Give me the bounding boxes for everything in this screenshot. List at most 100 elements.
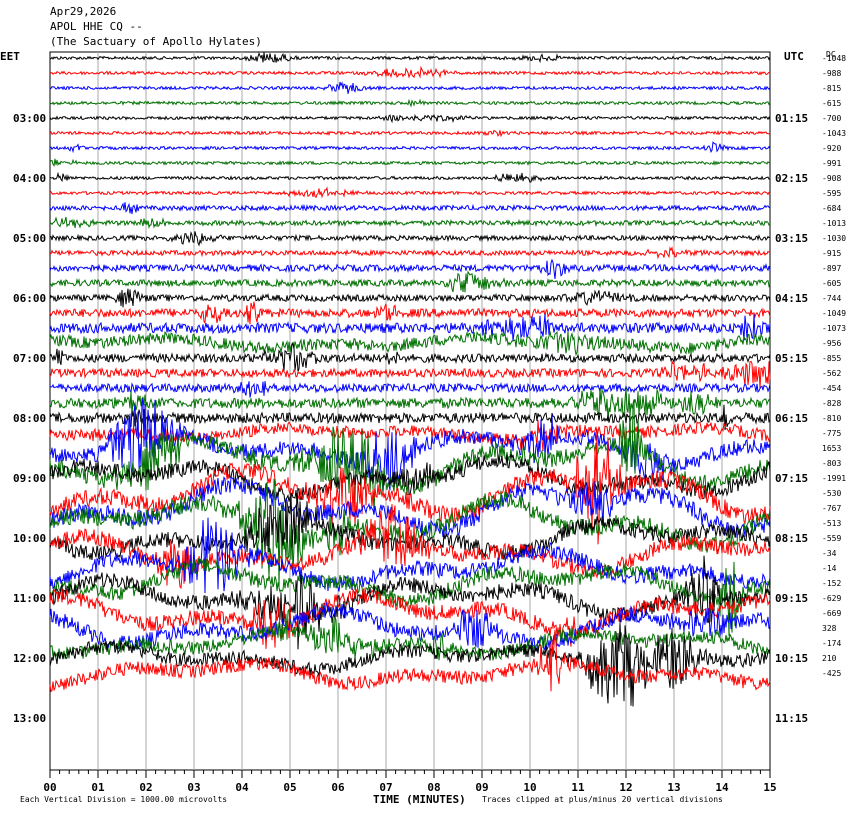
- x-tick-label: 00: [43, 781, 56, 794]
- seismic-trace: [49, 359, 771, 389]
- dc-offset-label: -1073: [822, 324, 846, 333]
- seismic-trace: [49, 478, 771, 588]
- dc-offset-label: -920: [822, 144, 841, 153]
- dc-offset-label: -988: [822, 69, 841, 78]
- seismic-trace: [49, 404, 771, 431]
- seismic-trace: [49, 313, 771, 342]
- seismic-trace: [49, 330, 771, 357]
- dc-offset-label: -803: [822, 459, 841, 468]
- seismic-trace: [49, 504, 771, 590]
- right-time-label: 02:15: [775, 172, 808, 185]
- seismic-trace: [49, 202, 771, 215]
- dc-offset-label: -1991: [822, 474, 846, 483]
- left-time-label: 11:00: [13, 592, 46, 605]
- left-time-label: 13:00: [13, 712, 46, 725]
- seismic-trace: [49, 555, 771, 650]
- x-tick-label: 13: [667, 781, 680, 794]
- dc-offset-label: -1049: [822, 309, 846, 318]
- dc-offset-label: 1653: [822, 444, 841, 453]
- dc-offset-label: -454: [822, 384, 841, 393]
- seismic-trace: [49, 475, 771, 539]
- dc-offset-label: -595: [822, 189, 841, 198]
- right-time-label: 06:15: [775, 412, 808, 425]
- seismic-trace: [49, 113, 771, 124]
- x-tick-label: 07: [379, 781, 392, 794]
- seismic-trace: [49, 258, 771, 280]
- dc-offset-label: -1048: [822, 54, 846, 63]
- x-tick-label: 03: [187, 781, 200, 794]
- left-time-label: 09:00: [13, 472, 46, 485]
- dc-offset-label: -14: [822, 564, 837, 573]
- left-time-label: 05:00: [13, 232, 46, 245]
- seismic-trace: [49, 98, 771, 108]
- left-time-label: 03:00: [13, 112, 46, 125]
- seismic-trace: [49, 246, 771, 260]
- x-tick-label: 06: [331, 781, 345, 794]
- seismic-trace: [49, 216, 770, 229]
- dc-offset-label: -1043: [822, 129, 846, 138]
- seismic-trace: [49, 601, 771, 652]
- dc-offset-label: -828: [822, 399, 841, 408]
- header-station: APOL HHE CQ --: [50, 20, 143, 33]
- seismic-trace: [49, 381, 771, 398]
- seismic-trace: [49, 141, 771, 154]
- seismic-trace: [49, 517, 771, 594]
- right-time-label: 08:15: [775, 532, 808, 545]
- seismic-trace: [49, 557, 771, 636]
- dc-offset-label: -562: [822, 369, 841, 378]
- dc-offset-label: 328: [822, 624, 837, 633]
- header-date: Apr29,2026: [50, 5, 117, 18]
- x-tick-label: 12: [619, 781, 632, 794]
- seismic-trace: [49, 301, 771, 325]
- x-tick-label: 09: [475, 781, 488, 794]
- x-tick-label: 10: [523, 781, 536, 794]
- left-time-label: 08:00: [13, 412, 46, 425]
- clip-note: Traces clipped at plus/minus 20 vertical…: [482, 795, 723, 804]
- dc-offset-label: -908: [822, 174, 841, 183]
- seismic-trace: [49, 341, 771, 372]
- right-time-label: 03:15: [775, 232, 808, 245]
- seismic-trace: [49, 186, 771, 199]
- seismic-trace: [49, 158, 771, 167]
- x-tick-label: 15: [763, 781, 776, 794]
- left-timezone-label: EET: [0, 50, 20, 63]
- dc-offset-label: -855: [822, 354, 841, 363]
- seismic-trace: [49, 629, 771, 693]
- dc-offset-label: -1013: [822, 219, 846, 228]
- dc-offset-label: -615: [822, 99, 841, 108]
- seismic-trace: [49, 622, 771, 707]
- seismic-trace: [49, 386, 771, 422]
- dc-offset-label: -700: [822, 114, 841, 123]
- seismic-trace: [49, 270, 771, 293]
- dc-offset-label: -991: [822, 159, 841, 168]
- x-axis-title: TIME (MINUTES): [373, 793, 466, 806]
- dc-offset-label: -684: [822, 204, 841, 213]
- seismic-trace: [49, 81, 771, 94]
- seismic-trace: [49, 230, 771, 247]
- seismic-trace: [49, 129, 771, 138]
- seismic-trace: [49, 288, 771, 308]
- dc-offset-label: -744: [822, 294, 841, 303]
- right-time-label: 10:15: [775, 652, 808, 665]
- dc-offset-label: -815: [822, 84, 841, 93]
- right-time-label: 01:15: [775, 112, 808, 125]
- x-tick-label: 01: [91, 781, 105, 794]
- x-tick-label: 14: [715, 781, 729, 794]
- x-tick-label: 05: [283, 781, 296, 794]
- dc-offset-label: -513: [822, 519, 841, 528]
- dc-offset-label: -530: [822, 489, 841, 498]
- dc-offset-label: -425: [822, 669, 841, 678]
- right-time-label: 11:15: [775, 712, 808, 725]
- dc-offset-label: -605: [822, 279, 841, 288]
- right-time-label: 05:15: [775, 352, 808, 365]
- dc-offset-label: -152: [822, 579, 841, 588]
- right-time-label: 04:15: [775, 292, 808, 305]
- scale-note: Each Vertical Division = 1000.00 microvo…: [20, 795, 228, 804]
- dc-offset-label: -897: [822, 264, 841, 273]
- seismic-trace: [49, 52, 771, 64]
- dc-offset-label: -775: [822, 429, 841, 438]
- seismic-trace: [49, 171, 771, 183]
- dc-offset-label: -956: [822, 339, 841, 348]
- dc-offset-label: -34: [822, 549, 837, 558]
